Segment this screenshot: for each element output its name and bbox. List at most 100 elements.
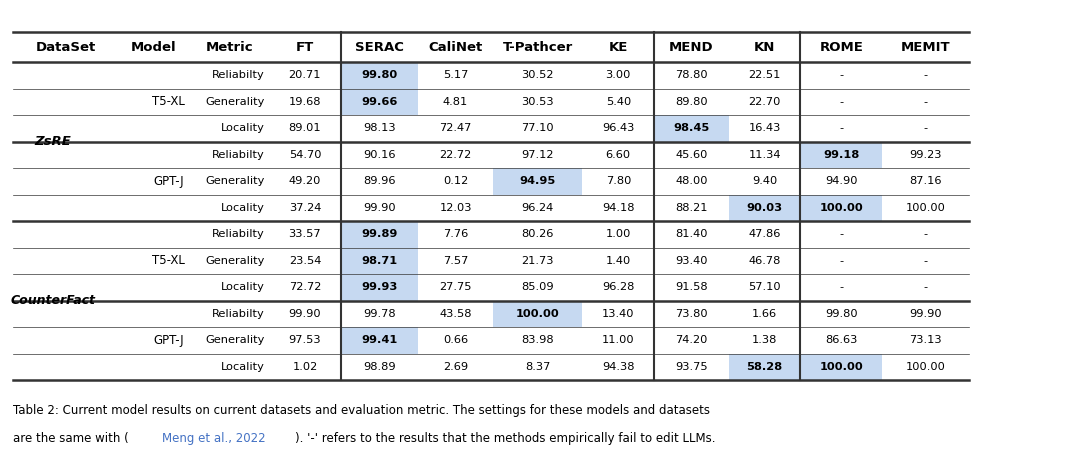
Text: MEND: MEND xyxy=(670,41,714,54)
Text: 91.58: 91.58 xyxy=(675,282,707,292)
Bar xyxy=(800,194,882,221)
Text: KE: KE xyxy=(609,41,627,54)
Text: Locality: Locality xyxy=(221,282,265,292)
Text: 22.70: 22.70 xyxy=(748,97,781,107)
Text: DataSet: DataSet xyxy=(36,41,96,54)
Text: 97.53: 97.53 xyxy=(288,335,321,345)
Text: 72.72: 72.72 xyxy=(288,282,321,292)
Text: 5.17: 5.17 xyxy=(443,70,469,80)
Text: 2.69: 2.69 xyxy=(443,362,469,372)
Text: 96.24: 96.24 xyxy=(522,203,554,213)
Text: 8.37: 8.37 xyxy=(525,362,551,372)
Text: Reliabilty: Reliabilty xyxy=(213,70,265,80)
Text: 100.00: 100.00 xyxy=(820,362,863,372)
Text: MEMIT: MEMIT xyxy=(901,41,950,54)
Text: 90.03: 90.03 xyxy=(746,203,783,213)
Text: ). '-' refers to the results that the methods empirically fail to edit LLMs.: ). '-' refers to the results that the me… xyxy=(295,432,715,445)
Text: 88.21: 88.21 xyxy=(675,203,707,213)
Text: GPT-J: GPT-J xyxy=(153,175,185,188)
Text: Reliabilty: Reliabilty xyxy=(213,309,265,319)
Text: 7.80: 7.80 xyxy=(606,176,631,186)
Text: 1.66: 1.66 xyxy=(752,309,778,319)
Text: 0.66: 0.66 xyxy=(443,335,469,345)
Text: 0.12: 0.12 xyxy=(443,176,469,186)
Text: 5.40: 5.40 xyxy=(606,97,631,107)
Text: 98.89: 98.89 xyxy=(363,362,395,372)
Text: 1.00: 1.00 xyxy=(606,229,631,239)
Text: 4.81: 4.81 xyxy=(443,97,469,107)
Text: -: - xyxy=(839,97,843,107)
Text: 99.89: 99.89 xyxy=(362,229,397,239)
Text: -: - xyxy=(839,229,843,239)
Text: Reliabilty: Reliabilty xyxy=(213,229,265,239)
Text: -: - xyxy=(839,123,843,133)
Text: 12.03: 12.03 xyxy=(440,203,472,213)
Text: 83.98: 83.98 xyxy=(522,335,554,345)
Text: 99.93: 99.93 xyxy=(362,282,397,292)
Text: 99.41: 99.41 xyxy=(362,335,397,345)
Text: 13.40: 13.40 xyxy=(602,309,635,319)
Text: 20.71: 20.71 xyxy=(288,70,321,80)
Text: 89.01: 89.01 xyxy=(288,123,321,133)
Text: 94.95: 94.95 xyxy=(519,176,556,186)
Text: 23.54: 23.54 xyxy=(288,256,321,266)
Text: 47.86: 47.86 xyxy=(748,229,781,239)
Text: CaliNet: CaliNet xyxy=(429,41,483,54)
Text: -: - xyxy=(923,70,928,80)
Text: 89.80: 89.80 xyxy=(675,97,707,107)
Bar xyxy=(492,300,582,327)
Text: are the same with (: are the same with ( xyxy=(13,432,130,445)
Bar xyxy=(340,221,418,248)
Text: 57.10: 57.10 xyxy=(748,282,781,292)
Text: Reliabilty: Reliabilty xyxy=(213,150,265,160)
Bar xyxy=(729,194,800,221)
Text: Generality: Generality xyxy=(205,335,265,345)
Text: 1.40: 1.40 xyxy=(606,256,631,266)
Text: 21.73: 21.73 xyxy=(522,256,554,266)
Text: Metric: Metric xyxy=(205,41,253,54)
Text: Generality: Generality xyxy=(205,97,265,107)
Text: Table 2: Current model results on current datasets and evaluation metric. The se: Table 2: Current model results on curren… xyxy=(13,404,711,417)
Text: T-Pathcer: T-Pathcer xyxy=(502,41,572,54)
Text: 74.20: 74.20 xyxy=(675,335,707,345)
Text: 80.26: 80.26 xyxy=(522,229,554,239)
Bar xyxy=(340,327,418,354)
Text: 93.40: 93.40 xyxy=(675,256,707,266)
Text: 86.63: 86.63 xyxy=(825,335,858,345)
Bar xyxy=(340,248,418,274)
Text: CounterFact: CounterFact xyxy=(11,294,95,307)
Text: 33.57: 33.57 xyxy=(288,229,321,239)
Text: 7.57: 7.57 xyxy=(443,256,469,266)
Text: 94.38: 94.38 xyxy=(602,362,635,372)
Text: 22.72: 22.72 xyxy=(440,150,472,160)
Text: -: - xyxy=(923,256,928,266)
Bar xyxy=(340,89,418,115)
Text: 99.18: 99.18 xyxy=(823,150,860,160)
Text: 37.24: 37.24 xyxy=(288,203,321,213)
Text: 45.60: 45.60 xyxy=(675,150,707,160)
Text: Meng et al., 2022: Meng et al., 2022 xyxy=(162,432,266,445)
Text: 98.71: 98.71 xyxy=(362,256,397,266)
Text: 100.00: 100.00 xyxy=(905,203,945,213)
Text: 81.40: 81.40 xyxy=(675,229,707,239)
Text: Locality: Locality xyxy=(221,203,265,213)
Text: 94.18: 94.18 xyxy=(602,203,635,213)
Text: -: - xyxy=(839,256,843,266)
Text: 73.13: 73.13 xyxy=(909,335,942,345)
Text: 49.20: 49.20 xyxy=(288,176,321,186)
Text: 90.16: 90.16 xyxy=(363,150,395,160)
Text: T5-XL: T5-XL xyxy=(151,95,185,108)
Text: Locality: Locality xyxy=(221,123,265,133)
Text: 46.78: 46.78 xyxy=(748,256,781,266)
Text: GPT-J: GPT-J xyxy=(153,334,185,347)
Text: -: - xyxy=(923,97,928,107)
Text: Generality: Generality xyxy=(205,176,265,186)
Text: 27.75: 27.75 xyxy=(440,282,472,292)
Text: 1.38: 1.38 xyxy=(752,335,778,345)
Text: -: - xyxy=(923,123,928,133)
Text: Generality: Generality xyxy=(205,256,265,266)
Text: 16.43: 16.43 xyxy=(748,123,781,133)
Text: 6.60: 6.60 xyxy=(606,150,631,160)
Text: 9.40: 9.40 xyxy=(752,176,778,186)
Text: 99.80: 99.80 xyxy=(362,70,397,80)
